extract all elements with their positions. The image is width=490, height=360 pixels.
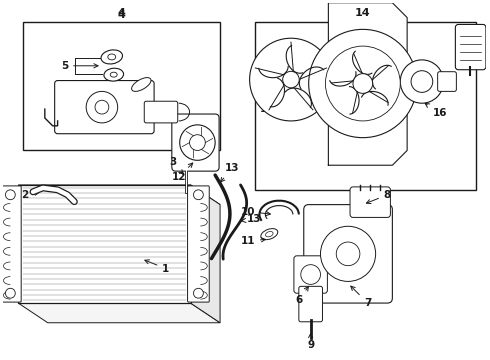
Text: 12: 12 bbox=[172, 163, 193, 182]
Text: 11: 11 bbox=[241, 236, 266, 246]
Polygon shape bbox=[18, 303, 220, 323]
Circle shape bbox=[194, 288, 203, 298]
Circle shape bbox=[249, 38, 332, 121]
Circle shape bbox=[411, 71, 433, 93]
FancyBboxPatch shape bbox=[144, 101, 178, 123]
Circle shape bbox=[309, 30, 417, 138]
Ellipse shape bbox=[108, 54, 116, 60]
Ellipse shape bbox=[266, 231, 273, 237]
Text: 13: 13 bbox=[242, 215, 262, 224]
Text: 6: 6 bbox=[295, 287, 308, 305]
Text: 4: 4 bbox=[118, 10, 125, 19]
Circle shape bbox=[5, 288, 15, 298]
FancyBboxPatch shape bbox=[304, 204, 392, 303]
Circle shape bbox=[180, 125, 215, 160]
Bar bbox=[254, 22, 476, 190]
Circle shape bbox=[190, 135, 205, 150]
FancyBboxPatch shape bbox=[350, 187, 391, 217]
Circle shape bbox=[301, 265, 320, 284]
Text: 18: 18 bbox=[260, 104, 288, 119]
Text: 5: 5 bbox=[61, 61, 98, 71]
Text: 2: 2 bbox=[22, 190, 39, 200]
Text: 15: 15 bbox=[467, 37, 486, 52]
FancyBboxPatch shape bbox=[188, 186, 209, 302]
FancyBboxPatch shape bbox=[294, 256, 327, 293]
Ellipse shape bbox=[101, 50, 122, 64]
Circle shape bbox=[353, 74, 373, 93]
Circle shape bbox=[336, 242, 360, 266]
FancyBboxPatch shape bbox=[0, 186, 21, 302]
Text: 8: 8 bbox=[367, 190, 391, 203]
Text: 4: 4 bbox=[118, 8, 125, 18]
Ellipse shape bbox=[110, 72, 117, 77]
Circle shape bbox=[86, 91, 118, 123]
FancyBboxPatch shape bbox=[55, 81, 154, 134]
Circle shape bbox=[325, 46, 400, 121]
Circle shape bbox=[320, 226, 376, 282]
Bar bbox=[23, 22, 220, 150]
FancyBboxPatch shape bbox=[172, 114, 219, 171]
Circle shape bbox=[194, 190, 203, 200]
Text: 14: 14 bbox=[358, 8, 373, 18]
Text: 1: 1 bbox=[145, 260, 170, 274]
Text: 16: 16 bbox=[425, 103, 447, 118]
Polygon shape bbox=[191, 185, 220, 323]
Ellipse shape bbox=[261, 229, 278, 240]
Circle shape bbox=[400, 60, 443, 103]
Ellipse shape bbox=[104, 68, 123, 81]
Text: 9: 9 bbox=[307, 333, 314, 350]
Polygon shape bbox=[18, 185, 220, 204]
Text: 10: 10 bbox=[241, 207, 270, 216]
Text: 3: 3 bbox=[169, 157, 183, 174]
Bar bbox=[18, 185, 191, 303]
FancyBboxPatch shape bbox=[438, 72, 456, 91]
Circle shape bbox=[95, 100, 109, 114]
Ellipse shape bbox=[132, 78, 151, 91]
Text: 13: 13 bbox=[220, 163, 239, 182]
Circle shape bbox=[283, 71, 299, 88]
Text: 17: 17 bbox=[345, 37, 362, 68]
FancyBboxPatch shape bbox=[455, 24, 486, 70]
Polygon shape bbox=[328, 3, 407, 165]
Text: 14: 14 bbox=[355, 8, 370, 18]
Text: 7: 7 bbox=[351, 286, 371, 308]
Circle shape bbox=[5, 190, 15, 200]
FancyBboxPatch shape bbox=[299, 286, 322, 322]
